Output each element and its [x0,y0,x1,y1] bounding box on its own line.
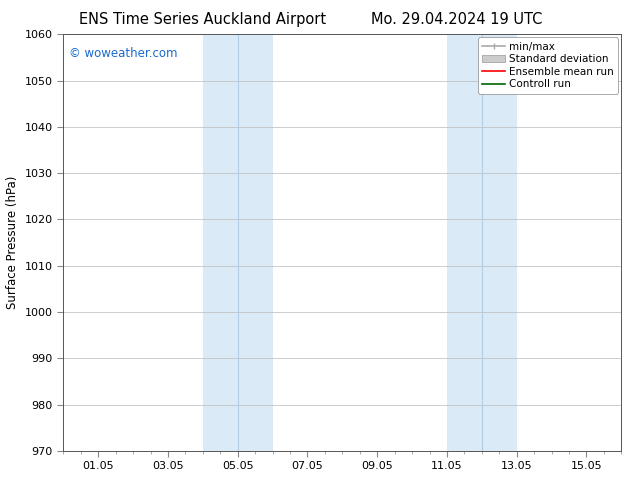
Bar [203,34,273,451]
Text: Mo. 29.04.2024 19 UTC: Mo. 29.04.2024 19 UTC [371,12,542,27]
Text: © woweather.com: © woweather.com [69,47,178,60]
Y-axis label: Surface Pressure (hPa): Surface Pressure (hPa) [6,176,19,309]
Text: ENS Time Series Auckland Airport: ENS Time Series Auckland Airport [79,12,327,27]
Legend: min/max, Standard deviation, Ensemble mean run, Controll run: min/max, Standard deviation, Ensemble me… [478,37,618,94]
Bar [447,34,517,451]
